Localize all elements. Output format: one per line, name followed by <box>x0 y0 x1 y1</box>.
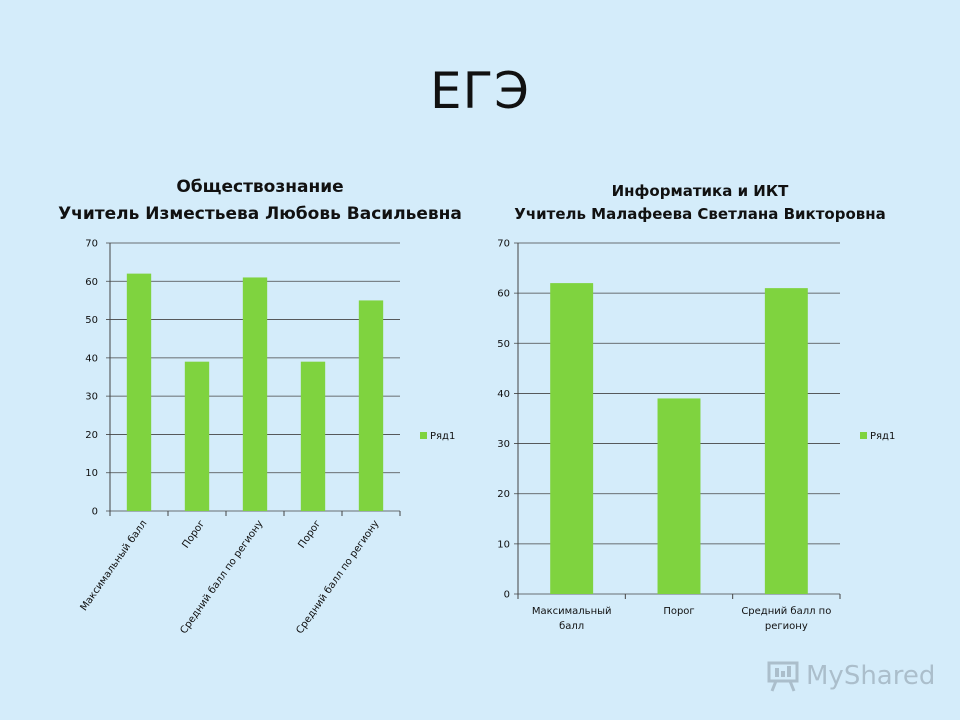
chart-2-title-line-2: Учитель Малафеева Светлана Викторовна <box>514 205 886 223</box>
chart-2-y-tick-label: 30 <box>497 439 510 450</box>
chart-1-legend-swatch <box>420 432 427 439</box>
chart-1-y-tick-label: 30 <box>85 392 98 403</box>
chart-1-y-tick-label: 60 <box>85 277 98 288</box>
chart-2-legend-label: Ряд1 <box>870 431 895 442</box>
chart-2-category-label: Средний балл по региону <box>741 606 831 632</box>
chart-2-category-label: Порог <box>663 606 694 617</box>
chart-1-bar <box>184 361 210 511</box>
chart-2-category-label: Максимальный балл <box>532 606 612 632</box>
chart-1-title: Обществознание Учитель Изместьева Любовь… <box>30 174 490 228</box>
chart-2-y-tick-label: 70 <box>497 239 510 250</box>
chart-2-title-line-1: Информатика и ИКТ <box>611 182 789 200</box>
chart-2-legend-swatch <box>860 432 867 439</box>
chart-1-y-tick-label: 70 <box>85 239 98 250</box>
chart-1-legend-label: Ряд1 <box>430 431 455 442</box>
chart-1-y-tick-label: 20 <box>85 430 98 441</box>
chart-1-title-line-1: Обществознание <box>176 177 344 197</box>
presentation-board-icon <box>767 661 799 692</box>
chart-1-title-line-2: Учитель Изместьева Любовь Васильевна <box>58 204 462 224</box>
chart-2-y-tick-label: 50 <box>497 339 510 350</box>
chart-1-bar <box>242 277 268 511</box>
watermark: MyShared <box>766 656 946 696</box>
chart-1-bar <box>300 361 326 511</box>
chart-2-y-tick-label: 60 <box>497 289 510 300</box>
chart-2-y-tick-label: 10 <box>497 539 510 550</box>
chart-2-title: Информатика и ИКТ Учитель Малафеева Свет… <box>480 180 920 226</box>
chart-1-y-tick-label: 50 <box>85 315 98 326</box>
chart-1-y-tick-label: 10 <box>85 468 98 479</box>
chart-2-bar <box>764 288 808 594</box>
watermark-text: MyShared <box>806 661 936 691</box>
chart-2-bar <box>657 398 701 594</box>
chart-2-y-tick-label: 40 <box>497 389 510 400</box>
chart-2-y-tick-label: 0 <box>504 590 510 601</box>
chart-1-bar <box>126 273 152 511</box>
chart-1-bar <box>358 300 384 511</box>
chart-1-y-tick-label: 40 <box>85 353 98 364</box>
chart-2-bar <box>550 283 594 594</box>
slide-title: ЕГЭ <box>430 62 530 120</box>
chart-1-y-tick-label: 0 <box>92 507 98 518</box>
chart-2-y-tick-label: 20 <box>497 489 510 500</box>
